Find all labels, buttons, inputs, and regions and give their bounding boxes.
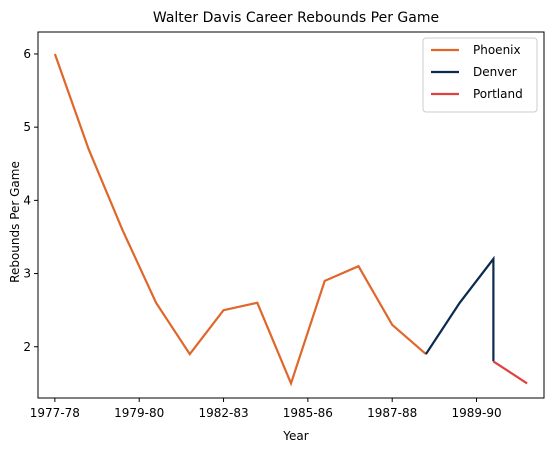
plot-area bbox=[37, 31, 545, 399]
series-line-portland bbox=[492, 360, 528, 385]
chart-title: Walter Davis Career Rebounds Per Game bbox=[153, 10, 439, 26]
y-tick-label: 6 bbox=[23, 47, 31, 61]
x-axis-label: Year bbox=[282, 429, 308, 443]
x-tick-label: 1985-86 bbox=[283, 406, 333, 420]
series-line-denver bbox=[424, 255, 495, 362]
y-axis-ticks: 2 3 4 5 6 bbox=[23, 47, 38, 354]
legend: Phoenix Denver Portland bbox=[422, 37, 538, 113]
legend-label-denver: Denver bbox=[473, 65, 517, 79]
legend-label-portland: Portland bbox=[473, 87, 523, 101]
series-layer bbox=[53, 53, 528, 387]
x-tick-label: 1979-80 bbox=[114, 406, 164, 420]
legend-label-phoenix: Phoenix bbox=[473, 43, 521, 57]
x-tick-label: 1989-90 bbox=[451, 406, 501, 420]
x-axis-ticks: 1977-78 1979-80 1982-83 1985-86 1987-88 1989-… bbox=[30, 398, 502, 420]
x-tick-label: 1982-83 bbox=[198, 406, 248, 420]
x-tick-label: 1987-88 bbox=[367, 406, 417, 420]
y-tick-label: 3 bbox=[23, 267, 31, 281]
y-tick-label: 2 bbox=[23, 340, 31, 354]
y-axis-label: Rebounds Per Game bbox=[8, 161, 22, 283]
x-tick-label: 1977-78 bbox=[30, 406, 80, 420]
series-line-phoenix bbox=[53, 53, 427, 387]
y-tick-label: 4 bbox=[23, 193, 31, 207]
plot-frame bbox=[37, 31, 545, 399]
y-tick-label: 5 bbox=[23, 120, 31, 134]
